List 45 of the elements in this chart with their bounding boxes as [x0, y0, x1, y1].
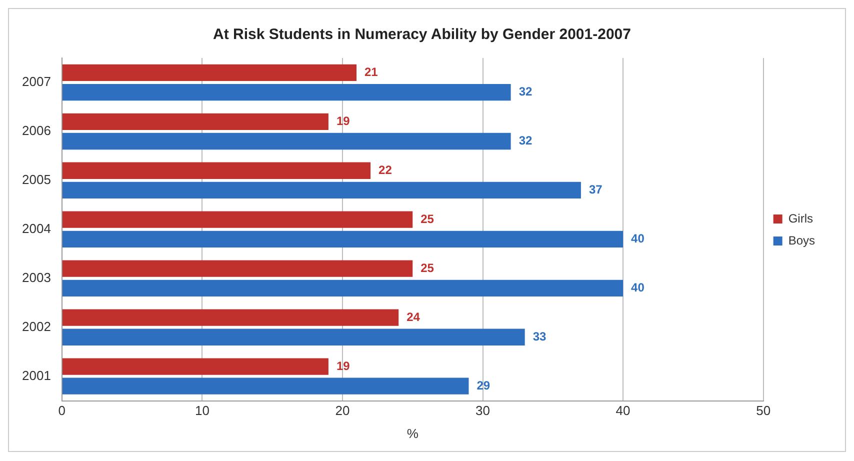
data-label: 32: [518, 134, 532, 148]
bar: [62, 211, 413, 228]
data-label: 25: [420, 260, 434, 275]
bar: [62, 64, 357, 82]
y-tick-label: 2003: [22, 270, 51, 285]
data-label: 19: [336, 358, 350, 373]
bar: [62, 230, 624, 248]
y-tick-label: 2005: [22, 172, 51, 188]
data-label: 33: [532, 329, 547, 344]
data-label: 24: [406, 310, 420, 324]
data-label: 40: [631, 280, 645, 294]
x-tick-label: 40: [616, 403, 630, 418]
bar: [62, 182, 581, 199]
data-label: 32: [518, 84, 532, 99]
bar: [62, 378, 469, 394]
data-label: 37: [588, 182, 603, 197]
data-label: 29: [476, 378, 490, 392]
x-tick-label: 50: [756, 403, 771, 418]
data-label: 21: [364, 65, 378, 80]
data-label: 25: [420, 212, 434, 226]
data-label: 40: [631, 232, 645, 246]
bar: [62, 309, 399, 326]
bar: [62, 113, 328, 130]
bar: [62, 280, 624, 296]
y-tick-label: 2002: [22, 318, 51, 334]
bar: [62, 328, 525, 346]
data-label: 22: [378, 162, 392, 177]
chart-title: At Risk Students in Numeracy Ability by Gender 2001-2007: [213, 26, 631, 44]
bar: [62, 84, 511, 101]
y-tick-label: 2004: [22, 220, 51, 236]
x-tick-label: 20: [335, 403, 350, 418]
y-tick-label: 2001: [22, 368, 51, 383]
data-label: 19: [336, 114, 350, 128]
legend-label: Girls: [788, 211, 813, 226]
bar: [62, 132, 511, 150]
x-axis-title: %: [406, 426, 419, 441]
bar: [62, 358, 328, 375]
y-tick-label: 2006: [22, 123, 51, 138]
x-tick-label: 10: [194, 403, 210, 418]
bar: [62, 162, 371, 179]
bar: [62, 260, 413, 277]
x-tick-label: 0: [58, 403, 66, 418]
x-tick-label: 30: [476, 403, 490, 418]
legend-label: Boys: [788, 233, 816, 248]
y-tick-label: 2007: [22, 74, 51, 90]
